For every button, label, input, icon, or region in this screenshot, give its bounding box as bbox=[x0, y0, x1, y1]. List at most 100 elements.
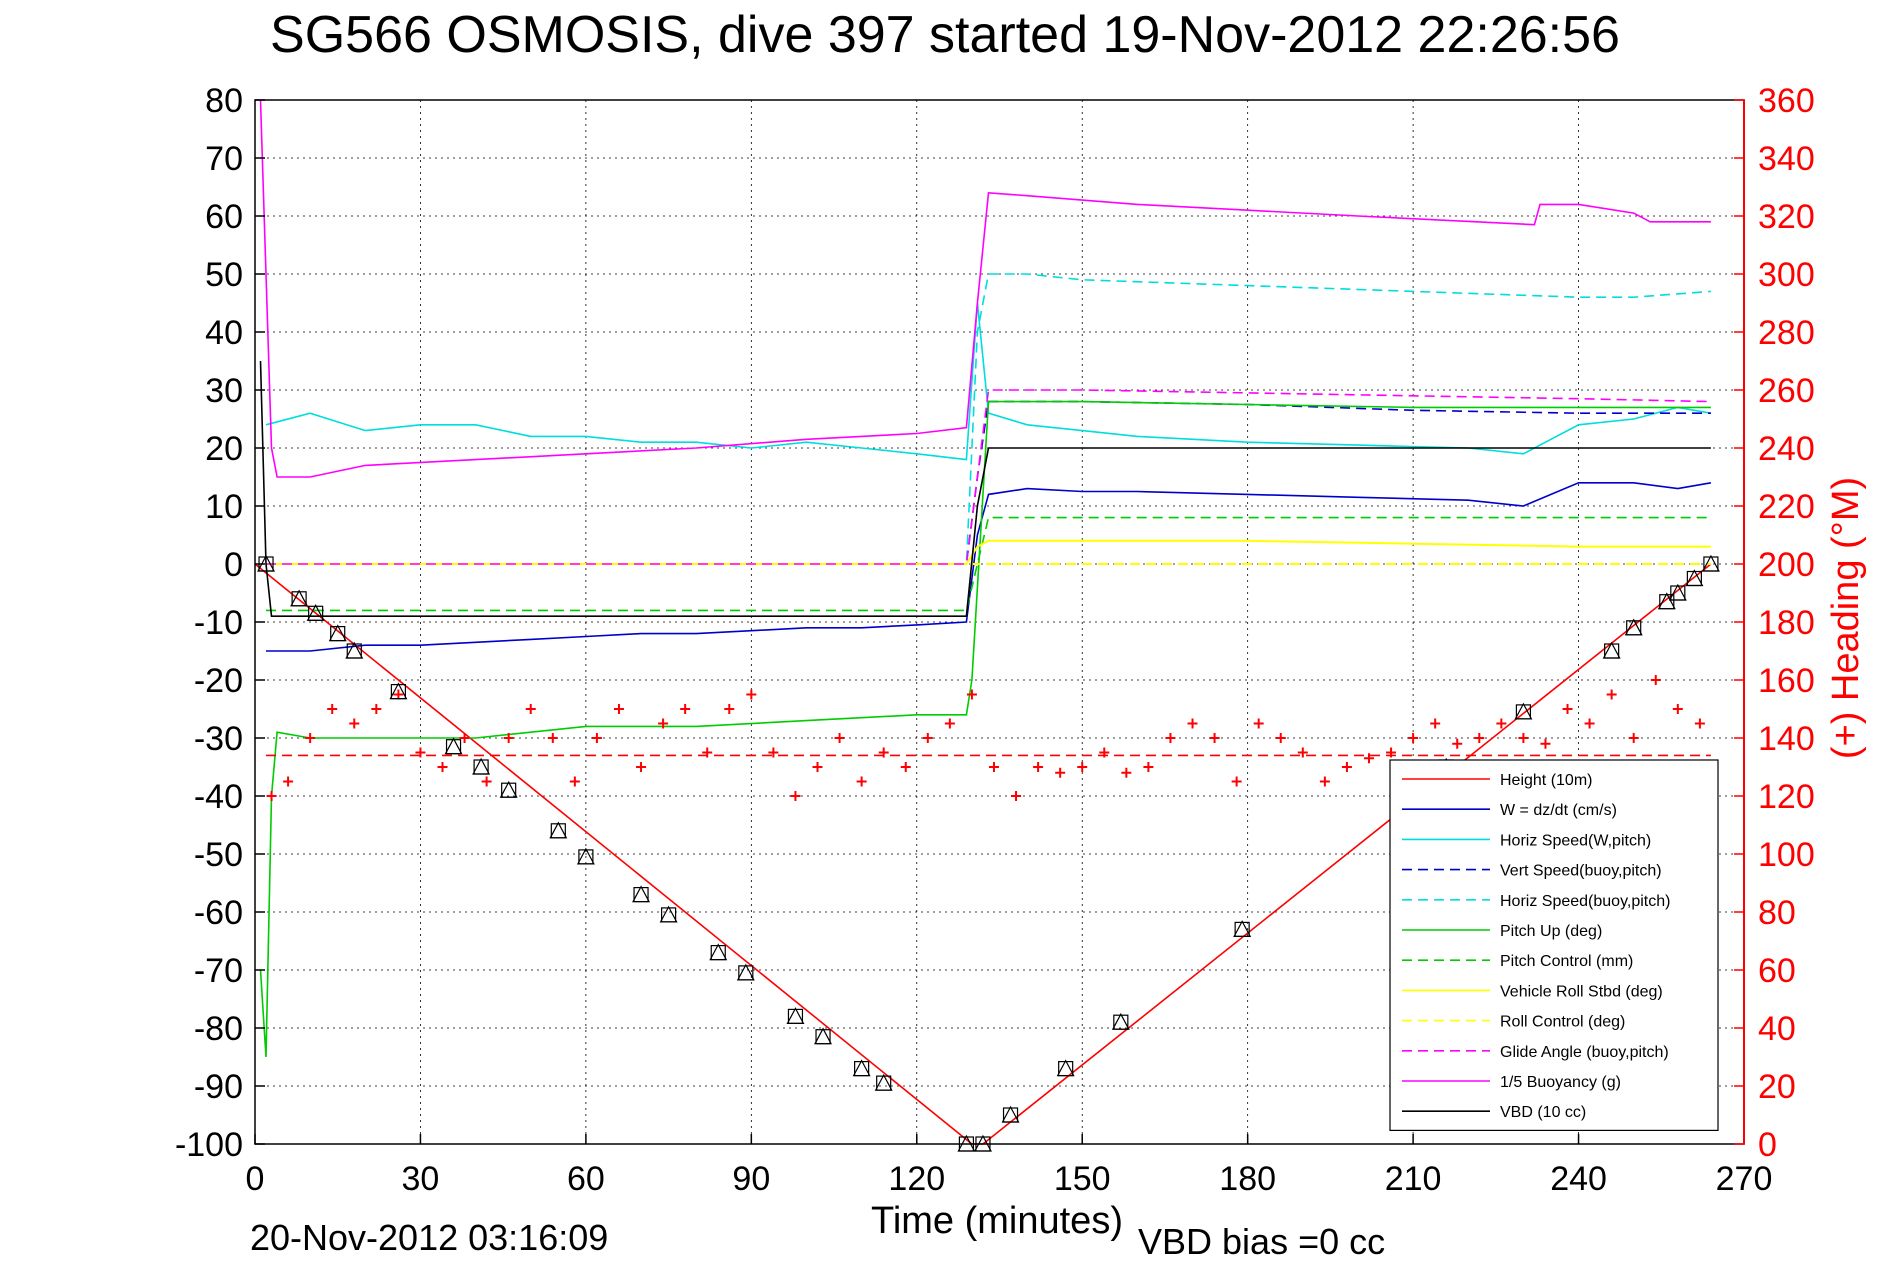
heading-point bbox=[1518, 733, 1529, 743]
heading-point bbox=[305, 733, 316, 743]
y-tick-label: -40 bbox=[194, 778, 243, 816]
right-y-tick-label: 340 bbox=[1758, 140, 1815, 178]
heading-point bbox=[1363, 753, 1374, 764]
heading-point bbox=[1650, 675, 1661, 685]
heading-point bbox=[1077, 762, 1088, 772]
right-y-tick-label: 100 bbox=[1758, 836, 1815, 874]
heading-point bbox=[636, 762, 647, 772]
x-axis-label: Time (minutes) bbox=[871, 1200, 1123, 1242]
heading-point bbox=[1187, 718, 1198, 729]
x-tick-label: 270 bbox=[1716, 1160, 1773, 1198]
heading-point bbox=[503, 733, 514, 743]
legend-label: Horiz Speed(buoy,pitch) bbox=[1500, 893, 1670, 910]
right-y-tick-label: 140 bbox=[1758, 720, 1815, 758]
heading-point bbox=[437, 762, 448, 772]
y-tick-label: 50 bbox=[205, 256, 243, 294]
heading-point bbox=[790, 791, 801, 801]
heading-point bbox=[1165, 733, 1176, 743]
y-tick-label: -60 bbox=[194, 894, 243, 932]
heading-point bbox=[327, 704, 338, 714]
heading-point bbox=[415, 747, 426, 758]
legend-label: W = dz/dt (cm/s) bbox=[1500, 802, 1617, 819]
heading-point bbox=[1143, 762, 1154, 772]
heading-point bbox=[1452, 738, 1463, 749]
heading-point bbox=[371, 704, 382, 714]
heading-point bbox=[1672, 704, 1683, 714]
footer-timestamp: 20-Nov-2012 03:16:09 bbox=[250, 1217, 608, 1258]
y-tick-label: -70 bbox=[194, 952, 243, 990]
y-tick-label: -80 bbox=[194, 1010, 243, 1048]
heading-point bbox=[1231, 776, 1242, 787]
legend-label: Height (10m) bbox=[1500, 772, 1592, 789]
heading-point bbox=[1253, 718, 1264, 729]
profile-triangle-marker bbox=[472, 757, 491, 775]
heading-point bbox=[856, 776, 867, 787]
y-tick-label: -30 bbox=[194, 720, 243, 758]
heading-point bbox=[834, 733, 845, 743]
x-tick-label: 30 bbox=[402, 1160, 440, 1198]
y-tick-label: -10 bbox=[194, 604, 243, 642]
right-y-tick-label: 260 bbox=[1758, 372, 1815, 410]
heading-point bbox=[1474, 733, 1485, 743]
series-pitch-up-deg bbox=[259, 400, 1711, 1058]
profile-triangle-marker bbox=[389, 682, 408, 700]
heading-point bbox=[922, 733, 933, 743]
right-y-tick-label: 0 bbox=[1758, 1126, 1777, 1164]
right-y-tick-label: 220 bbox=[1758, 488, 1815, 526]
heading-point bbox=[1496, 718, 1507, 729]
x-tick-label: 90 bbox=[732, 1160, 770, 1198]
heading-point bbox=[900, 762, 911, 772]
legend-box bbox=[1389, 759, 1719, 1131]
x-tick-label: 150 bbox=[1054, 1160, 1111, 1198]
y-tick-label: 40 bbox=[205, 314, 243, 352]
series-horiz-speed-w-pitch bbox=[265, 302, 1712, 461]
profile-triangle-marker bbox=[874, 1073, 893, 1091]
heading-point bbox=[591, 733, 602, 743]
heading-point bbox=[393, 689, 404, 700]
right-y-tick-label: 80 bbox=[1758, 894, 1796, 932]
heading-point bbox=[1562, 704, 1573, 714]
profile-triangle-marker bbox=[1111, 1012, 1130, 1030]
series-1-5-buoyancy-g bbox=[259, 99, 1711, 478]
heading-point bbox=[1319, 776, 1330, 787]
tick-labels: 0 30 60 90 120 150 180 210 240 270 80 70 60 50 40 30 20 1… bbox=[175, 82, 1815, 1198]
series-w-dz-dt-cm-s bbox=[266, 481, 1712, 652]
profile-triangle-marker bbox=[1657, 592, 1676, 610]
profile-triangle-marker bbox=[345, 641, 364, 659]
heading-point bbox=[349, 718, 360, 729]
profile-triangle-marker bbox=[1685, 569, 1704, 587]
heading-point bbox=[746, 689, 757, 700]
heading-point bbox=[1121, 767, 1132, 778]
heading-point bbox=[724, 704, 735, 714]
legend-label: VBD (10 cc) bbox=[1500, 1104, 1586, 1121]
y-tick-label: 60 bbox=[205, 198, 243, 236]
x-tick-label: 210 bbox=[1385, 1160, 1442, 1198]
right-y-tick-label: 200 bbox=[1758, 546, 1815, 584]
right-y-axis-label: (+) Heading (°M) bbox=[1825, 477, 1867, 759]
series-vehicle-roll-stbd-deg bbox=[266, 539, 1711, 565]
right-y-tick-label: 160 bbox=[1758, 662, 1815, 700]
profile-triangle-marker bbox=[306, 604, 325, 621]
y-tick-label: -100 bbox=[175, 1126, 243, 1164]
heading-point bbox=[944, 718, 955, 729]
legend: Height (10m) W = dz/dt (cm/s) Horiz Speed(… bbox=[1389, 759, 1719, 1131]
profile-triangle-marker bbox=[328, 624, 347, 642]
y-tick-label: -20 bbox=[194, 662, 243, 700]
heading-point bbox=[1430, 718, 1441, 729]
profile-triangle-marker bbox=[1514, 702, 1533, 720]
heading-point bbox=[266, 791, 277, 801]
legend-label: Roll Control (deg) bbox=[1500, 1014, 1625, 1031]
apogee-markers bbox=[257, 554, 1720, 1152]
profile-triangle-marker bbox=[814, 1027, 833, 1045]
right-y-tick-label: 240 bbox=[1758, 430, 1815, 468]
profile-triangle-marker bbox=[709, 943, 728, 961]
x-tick-label: 180 bbox=[1219, 1160, 1276, 1198]
heading-point bbox=[768, 747, 779, 758]
legend-label: Glide Angle (buoy,pitch) bbox=[1500, 1044, 1669, 1061]
heading-point bbox=[1033, 762, 1044, 772]
heading-point bbox=[1628, 733, 1639, 743]
heading-point bbox=[569, 776, 580, 787]
legend-label: Horiz Speed(W,pitch) bbox=[1500, 832, 1651, 849]
right-y-tick-label: 20 bbox=[1758, 1068, 1796, 1106]
